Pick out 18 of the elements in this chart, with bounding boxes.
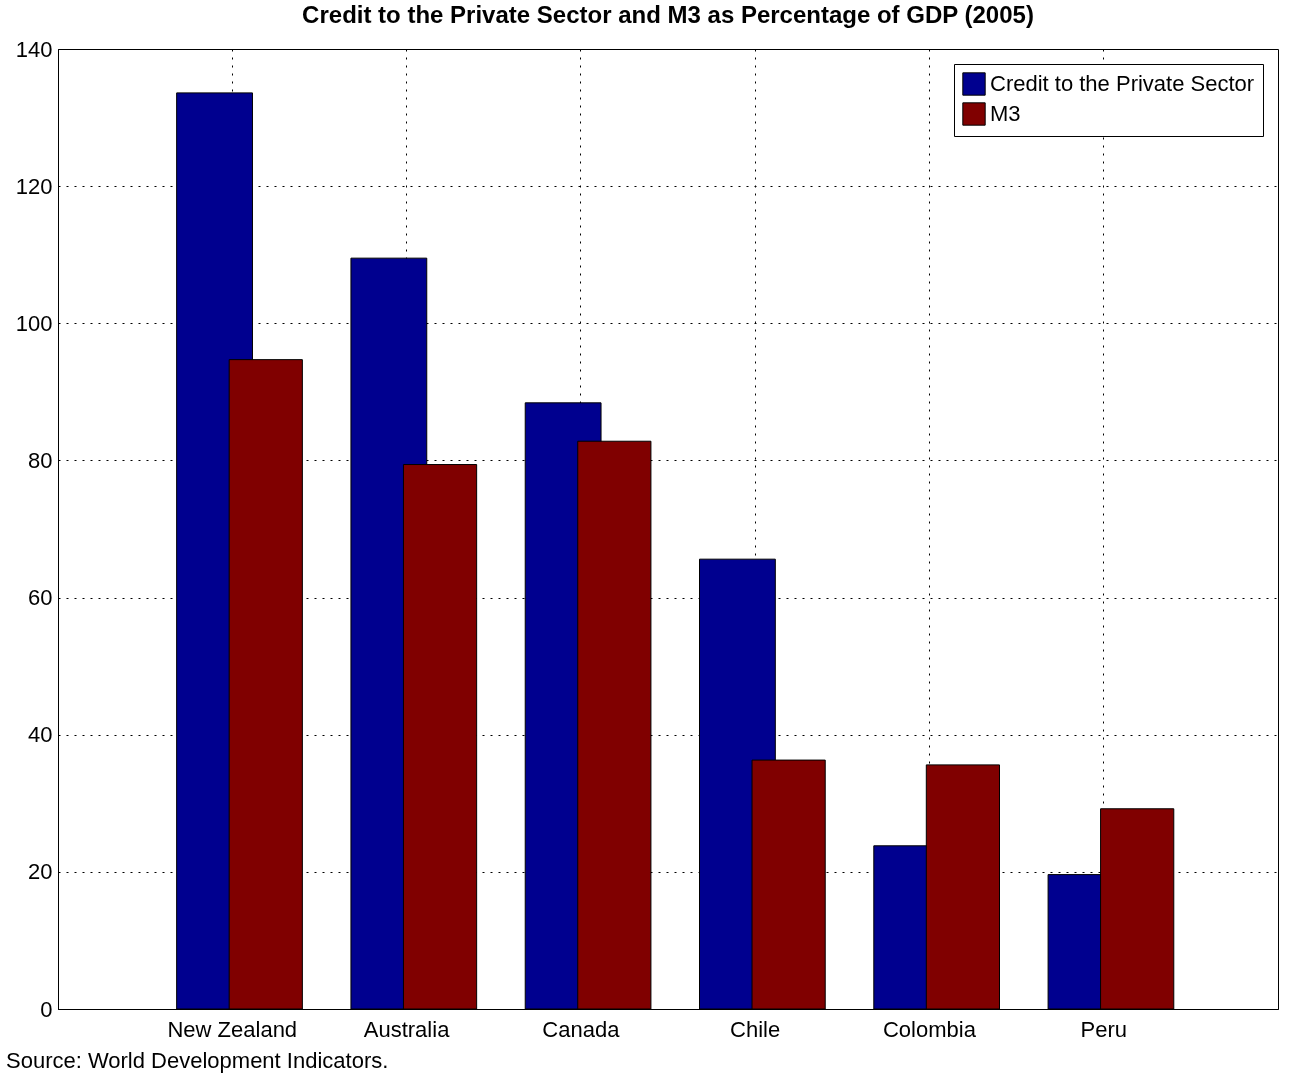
legend-label: M3 — [990, 101, 1021, 126]
source-note: Source: World Development Indicators. — [6, 1048, 389, 1073]
x-tick-label: Peru — [1080, 1016, 1127, 1042]
legend-label: Credit to the Private Sector — [990, 71, 1255, 96]
y-tick-label: 60 — [28, 585, 53, 611]
y-tick-label: 80 — [28, 447, 53, 473]
y-tick-label: 100 — [15, 310, 53, 336]
x-tick-label: New Zealand — [167, 1016, 298, 1042]
x-tick-label: Australia — [363, 1016, 451, 1042]
y-tick-label: 140 — [15, 36, 53, 62]
y-tick-label: 120 — [15, 173, 53, 199]
y-tick-label: 40 — [28, 722, 53, 748]
chart-title: Credit to the Private Sector and M3 as Percentage of GDP (2005) — [302, 1, 1034, 28]
x-tick-label: Colombia — [882, 1016, 977, 1042]
x-tick-label: Canada — [542, 1016, 621, 1042]
x-tick-label: Chile — [730, 1016, 781, 1042]
y-tick-label: 0 — [40, 996, 53, 1022]
y-tick-label: 20 — [28, 859, 53, 885]
